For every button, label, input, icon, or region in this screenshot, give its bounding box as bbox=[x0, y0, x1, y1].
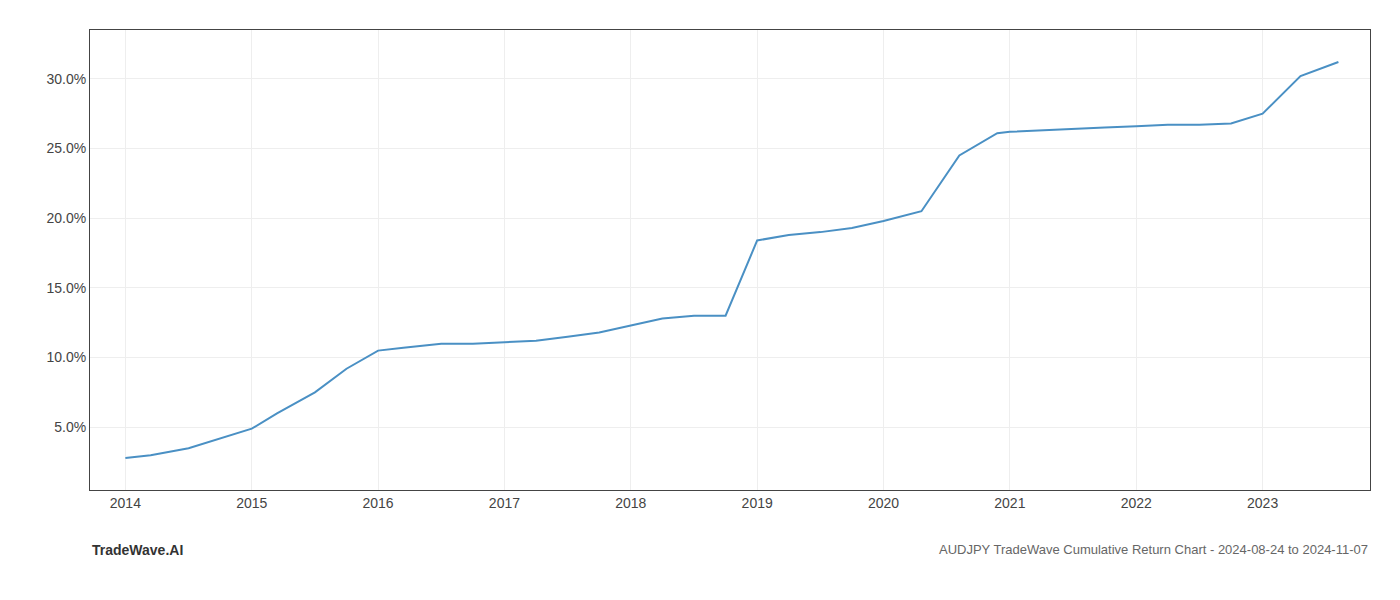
svg-text:20.0%: 20.0% bbox=[46, 210, 86, 226]
svg-text:25.0%: 25.0% bbox=[46, 140, 86, 156]
svg-text:10.0%: 10.0% bbox=[46, 349, 86, 365]
svg-text:2019: 2019 bbox=[742, 495, 773, 511]
svg-text:2020: 2020 bbox=[868, 495, 899, 511]
svg-text:2018: 2018 bbox=[615, 495, 646, 511]
svg-text:2021: 2021 bbox=[994, 495, 1025, 511]
svg-text:2016: 2016 bbox=[363, 495, 394, 511]
svg-text:2017: 2017 bbox=[489, 495, 520, 511]
svg-text:15.0%: 15.0% bbox=[46, 280, 86, 296]
svg-text:2023: 2023 bbox=[1247, 495, 1278, 511]
svg-text:30.0%: 30.0% bbox=[46, 71, 86, 87]
svg-text:AUDJPY TradeWave Cumulative Re: AUDJPY TradeWave Cumulative Return Chart… bbox=[939, 542, 1368, 557]
svg-text:2014: 2014 bbox=[110, 495, 141, 511]
svg-text:5.0%: 5.0% bbox=[54, 419, 86, 435]
svg-text:2022: 2022 bbox=[1121, 495, 1152, 511]
svg-text:TradeWave.AI: TradeWave.AI bbox=[92, 542, 183, 558]
svg-text:2015: 2015 bbox=[236, 495, 267, 511]
